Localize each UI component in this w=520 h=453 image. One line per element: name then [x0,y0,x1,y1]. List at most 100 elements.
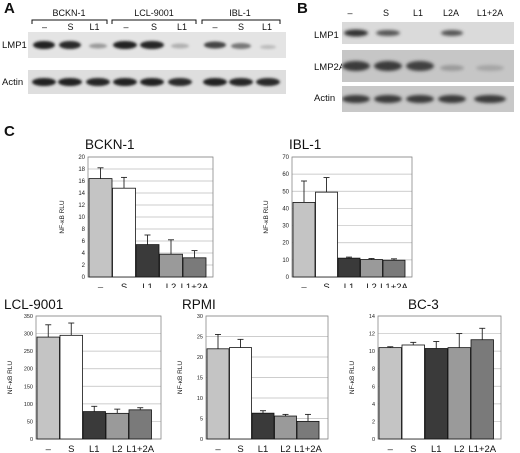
x-tick-label: L2 [112,444,123,453]
y-tick-label: 150 [24,384,33,390]
bar [424,348,448,440]
x-tick-label: S [410,444,416,453]
y-tick-label: 50 [282,189,289,195]
y-tick-label: 12 [78,203,85,209]
x-tick-label: L1 [431,444,442,453]
bar [82,411,106,440]
blot-a-lane: S [150,22,157,32]
x-tick-label: L2 [280,444,291,453]
x-tick-label: – [46,444,52,453]
y-tick-label: 250 [24,349,33,355]
blot-a-lane: – [123,22,129,32]
blot-a-cell-line: LCL-9001 [134,8,174,18]
chart-rpmi: RPMI 0 5 10 15 20 25 30 NF-κB RLU – S L1 L2 L1+2A [177,297,329,453]
y-tick-label: 10 [197,396,203,402]
blot-b-row-label: Actin [314,93,336,104]
blot-a-row-label: LMP1 [2,40,27,51]
bar [88,178,113,278]
y-tick-label: 25 [197,335,203,341]
bar [59,334,83,440]
chart-title: BCKN-1 [85,138,135,152]
y-tick-label: 0 [30,437,33,443]
blot-b-lane: L1 [412,8,423,18]
blot-a-lane: L1 [89,22,100,32]
chart-title: LCL-9001 [4,297,63,312]
x-tick-label: S [237,444,243,453]
blot-b-lane: L1+2A [476,8,504,18]
y-tick-label: 50 [27,419,33,425]
y-axis-label: NF-κB RLU [7,361,14,395]
bar [401,344,425,440]
x-tick-label: L1+2A [294,444,322,453]
blot-a-lane: L1 [176,22,187,32]
y-tick-label: 0 [200,437,203,443]
y-tick-label: 14 [78,191,85,197]
chart-title: IBL-1 [289,138,321,152]
bar [378,347,402,440]
y-tick-label: 2 [82,263,86,269]
panel-letter-a: A [4,0,15,17]
blot-b: – S L1 L2A L1+2A LMP1 LMP2A Actin [290,0,520,120]
chart-bc3: BC-3 0 2 4 6 8 10 12 14 NF-κB RLU – S L1 L2 L1+2A [349,297,502,453]
bar [135,244,160,278]
x-tick-label: S [323,282,329,288]
x-tick-label: S [121,282,127,288]
blot-b-image [342,22,514,112]
bar [182,257,207,278]
blot-a-lane: L1 [261,22,272,32]
chart-title: BC-3 [408,297,439,312]
y-tick-label: 10 [282,258,289,264]
x-tick-label: – [215,444,221,453]
y-tick-label: 16 [78,179,85,185]
y-tick-label: 6 [82,239,86,245]
blot-a-brackets [31,19,281,24]
chart-title: RPMI [182,297,216,312]
x-tick-label: – [388,444,394,453]
blot-a-lane: S [237,22,244,32]
panel-letter-b: B [297,0,308,17]
y-tick-label: 10 [369,349,375,355]
bar [360,259,383,278]
y-tick-label: 6 [372,384,375,390]
bar [206,348,230,440]
y-tick-label: 30 [282,224,289,230]
y-tick-label: 4 [82,251,86,257]
blot-b-lane: S [382,8,389,18]
y-tick-label: 30 [197,314,203,320]
y-tick-label: 70 [282,155,289,161]
y-tick-label: 0 [286,275,290,281]
x-tick-label: L1 [142,282,153,288]
y-tick-label: 40 [282,206,289,212]
y-tick-label: 18 [78,167,85,173]
x-tick-label: L1+2A [181,282,209,288]
y-axis-label: NF-κB RLU [349,361,356,395]
x-tick-label: L1 [89,444,100,453]
blot-b-lane: L2A [442,8,459,18]
bar [274,415,297,440]
y-axis-label: NF-κB RLU [177,361,184,395]
y-axis-label: NF-κB RLU [263,200,270,234]
bar [315,191,338,278]
bar [292,202,316,278]
y-tick-label: 0 [82,275,86,281]
bar [36,336,60,440]
blot-a-row-label: Actin [2,77,24,88]
bar [251,412,275,440]
panel-letter-c: C [4,123,15,140]
y-tick-label: 200 [24,367,33,373]
y-tick-label: 300 [24,332,33,338]
x-tick-label: L1+2A [380,282,408,288]
y-tick-label: 0 [372,437,375,443]
bar [229,347,252,440]
y-tick-label: 8 [372,367,375,373]
y-tick-label: 20 [197,355,203,361]
blot-a-cell-line: BCKN-1 [52,8,86,18]
y-tick-label: 15 [197,376,203,382]
x-tick-label: L1+2A [126,444,154,453]
bar [470,339,494,440]
x-tick-label: L1+2A [468,444,496,453]
bar [128,409,152,440]
y-tick-label: 5 [200,417,203,423]
blot-b-row-label: LMP1 [314,30,339,41]
bar [296,420,320,440]
